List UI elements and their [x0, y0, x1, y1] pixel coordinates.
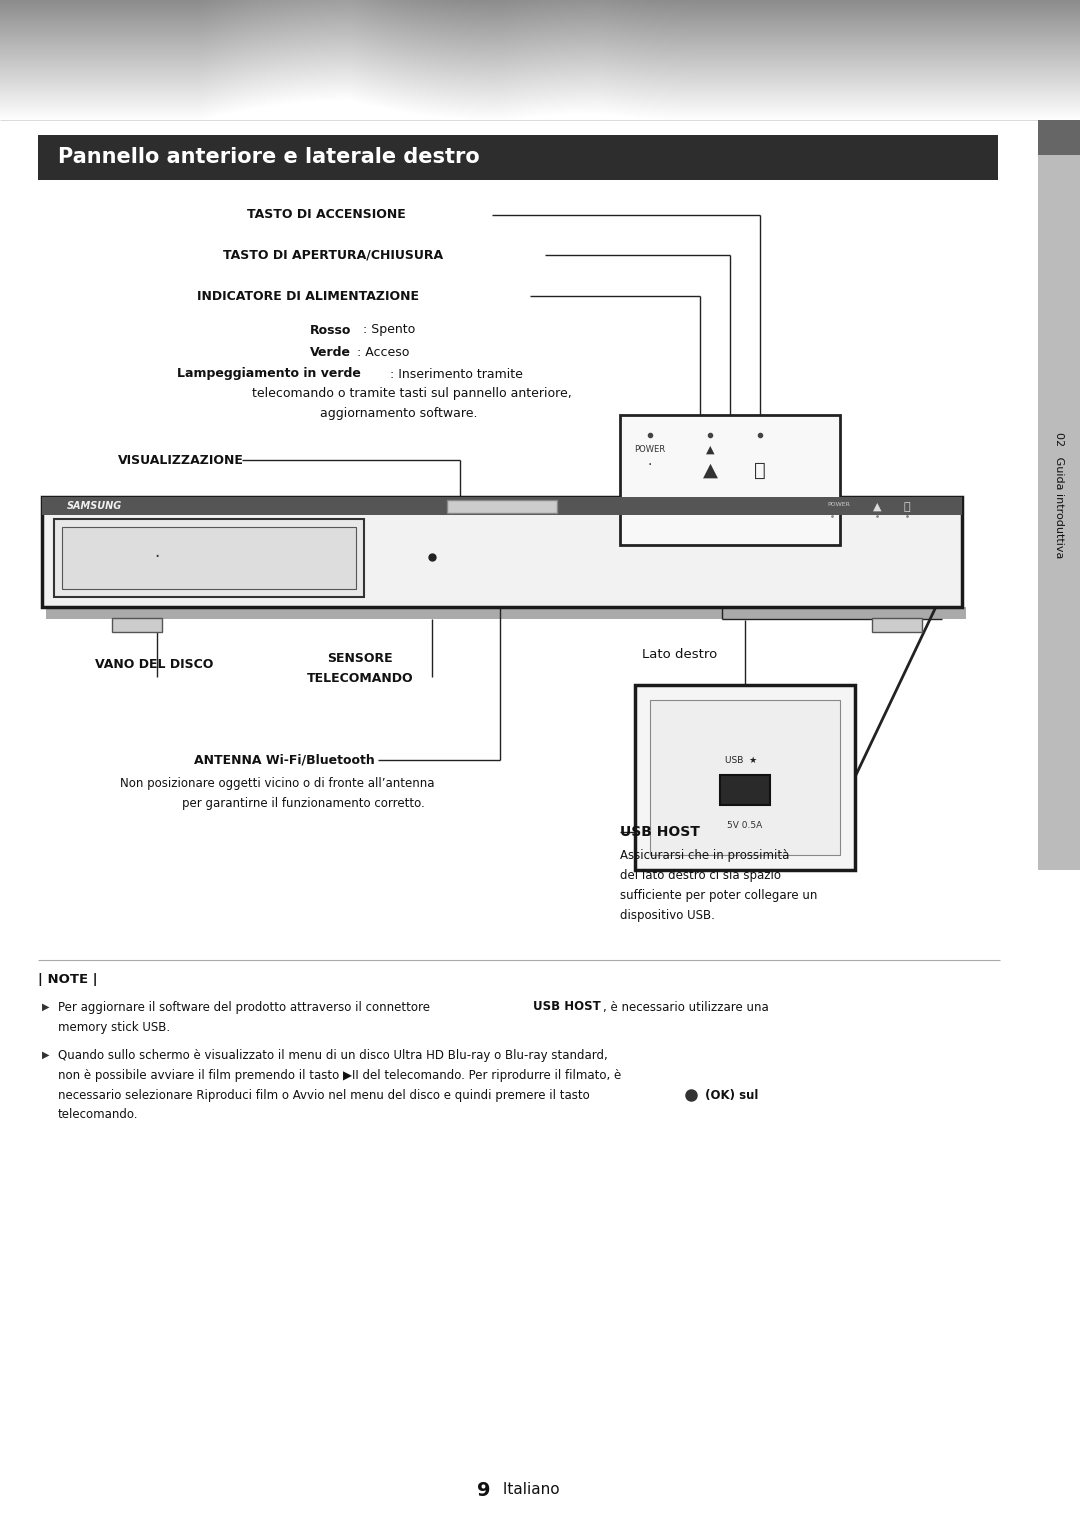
Text: TASTO DI ACCENSIONE: TASTO DI ACCENSIONE [247, 208, 406, 222]
Text: ⏻: ⏻ [754, 461, 766, 480]
Bar [635, 685, 855, 870]
Text: SENSORE: SENSORE [327, 651, 393, 665]
Text: : Spento: : Spento [363, 323, 415, 337]
Text: USB HOST: USB HOST [620, 826, 700, 840]
Text: Verde: Verde [310, 346, 351, 358]
Text: USB  ★: USB ★ [725, 755, 757, 764]
Text: : Inserimento tramite: : Inserimento tramite [390, 368, 523, 380]
Bar [1038, 119, 1080, 155]
Text: 5V 0.5A: 5V 0.5A [727, 821, 762, 829]
Text: 9: 9 [476, 1480, 490, 1500]
Text: ▲: ▲ [702, 461, 717, 480]
Text: Per aggiornare il software del prodotto attraverso il connettore: Per aggiornare il software del prodotto … [58, 1000, 434, 1014]
Text: Lato destro: Lato destro [643, 648, 717, 662]
Text: necessario selezionare Riproduci film o Avvio nel menu del disco e quindi premer: necessario selezionare Riproduci film o … [58, 1089, 594, 1102]
Text: Italiano: Italiano [498, 1483, 559, 1497]
Text: | NOTE |: | NOTE | [38, 973, 97, 987]
Text: ·: · [648, 458, 652, 472]
Text: Quando sullo schermo è visualizzato il menu di un disco Ultra HD Blu-ray o Blu-r: Quando sullo schermo è visualizzato il m… [58, 1048, 608, 1062]
Text: Rosso: Rosso [310, 323, 351, 337]
Bar [42, 496, 962, 515]
Text: telecomando.: telecomando. [58, 1109, 138, 1121]
Bar [54, 519, 364, 597]
Text: Assicurarsi che in prossimità: Assicurarsi che in prossimità [620, 849, 789, 861]
Text: sufficiente per poter collegare un: sufficiente per poter collegare un [620, 889, 818, 901]
Text: ANTENNA Wi-Fi/Bluetooth: ANTENNA Wi-Fi/Bluetooth [194, 754, 375, 766]
Text: ▲: ▲ [705, 444, 714, 455]
Bar [62, 527, 356, 588]
Bar [872, 617, 922, 633]
Text: ▶: ▶ [42, 1002, 50, 1013]
Text: ⏻: ⏻ [904, 502, 910, 512]
Text: telecomando o tramite tasti sul pannello anteriore,: telecomando o tramite tasti sul pannello… [252, 388, 571, 400]
Text: TASTO DI APERTURA/CHIUSURA: TASTO DI APERTURA/CHIUSURA [222, 248, 443, 262]
Text: 02   Guida introduttiva: 02 Guida introduttiva [1054, 432, 1064, 558]
Text: per garantirne il funzionamento corretto.: per garantirne il funzionamento corretto… [183, 797, 424, 809]
Text: TELECOMANDO: TELECOMANDO [307, 671, 414, 685]
Text: ▲: ▲ [873, 502, 881, 512]
Text: , è necessario utilizzare una: , è necessario utilizzare una [603, 1000, 769, 1014]
Text: VANO DEL DISCO: VANO DEL DISCO [95, 659, 214, 671]
Text: SAMSUNG: SAMSUNG [67, 501, 122, 512]
Text: USB HOST: USB HOST [534, 1000, 600, 1014]
Text: VISUALIZZAZIONE: VISUALIZZAZIONE [118, 453, 244, 467]
Bar [650, 700, 840, 855]
Text: dispositivo USB.: dispositivo USB. [620, 908, 715, 922]
Text: Pannello anteriore e laterale destro: Pannello anteriore e laterale destro [58, 147, 480, 167]
Text: (OK) sul: (OK) sul [701, 1089, 758, 1102]
Text: ▶: ▶ [42, 1049, 50, 1060]
Bar [38, 135, 998, 179]
Bar [1038, 119, 1080, 870]
Text: Non posizionare oggetti vicino o di fronte all’antenna: Non posizionare oggetti vicino o di fron… [120, 777, 434, 789]
Text: POWER: POWER [634, 446, 665, 455]
Text: INDICATORE DI ALIMENTAZIONE: INDICATORE DI ALIMENTAZIONE [197, 290, 419, 302]
Bar [720, 775, 770, 804]
Text: del lato destro ci sia spazio: del lato destro ci sia spazio [620, 869, 781, 881]
Text: memory stick USB.: memory stick USB. [58, 1020, 171, 1034]
Text: Lampeggiamento in verde: Lampeggiamento in verde [177, 368, 361, 380]
Bar [112, 617, 162, 633]
Bar [620, 415, 840, 545]
Text: aggiornamento software.: aggiornamento software. [320, 408, 477, 420]
Bar [447, 499, 557, 513]
Bar [46, 607, 966, 619]
Bar [42, 496, 962, 607]
Text: : Acceso: : Acceso [357, 346, 409, 358]
Text: POWER: POWER [827, 502, 850, 507]
Text: non è possibile avviare il film premendo il tasto ▶II del telecomando. Per ripro: non è possibile avviare il film premendo… [58, 1068, 621, 1082]
Text: ·: · [154, 548, 160, 565]
